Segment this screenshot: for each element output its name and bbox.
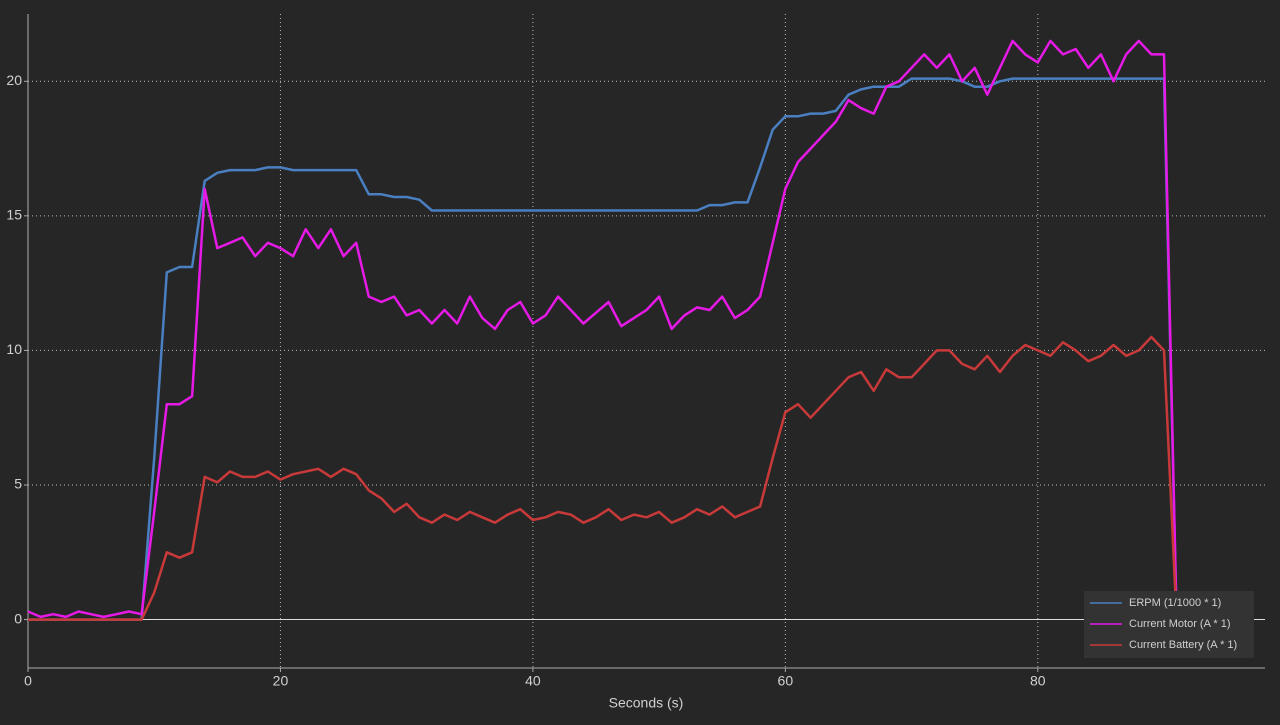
y-tick-label: 10 <box>6 341 22 357</box>
x-tick-label: 80 <box>1030 673 1046 689</box>
legend-label: Current Motor (A * 1) <box>1129 618 1230 630</box>
x-tick-label: 40 <box>525 673 541 689</box>
series-line <box>27 39 1190 621</box>
y-tick-label: 15 <box>6 207 22 223</box>
x-axis-label: Seconds (s) <box>609 695 684 711</box>
series-line <box>28 77 1190 621</box>
y-tick-label: 0 <box>14 610 22 626</box>
y-tick-label: 5 <box>14 476 22 492</box>
series-line <box>28 335 1190 621</box>
legend-label: Current Battery (A * 1) <box>1129 639 1237 651</box>
y-tick-label: 20 <box>6 72 22 88</box>
x-tick-label: 20 <box>273 673 289 689</box>
x-tick-label: 0 <box>24 673 32 689</box>
legend-label: ERPM (1/1000 * 1) <box>1129 597 1221 609</box>
x-tick-label: 60 <box>778 673 794 689</box>
